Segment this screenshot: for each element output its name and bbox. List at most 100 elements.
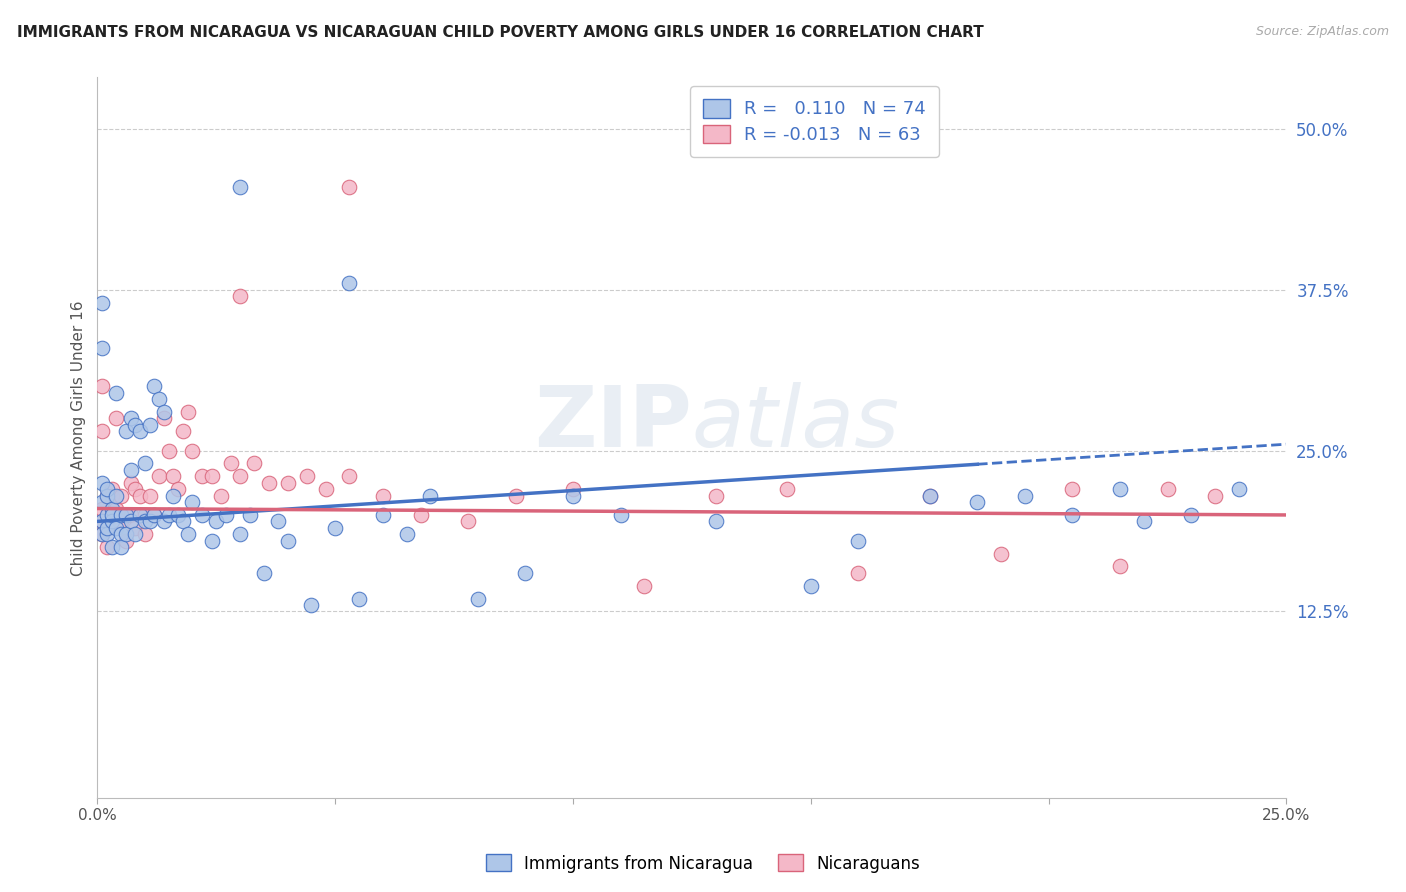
Point: [209, 489, 232, 503]
Point: [110, 489, 132, 503]
Point: [100, 515, 122, 529]
Point: [277, 475, 299, 490]
Point: [120, 515, 142, 529]
Point: [848, 533, 870, 548]
Point: [1109, 559, 1132, 574]
Point: [205, 515, 228, 529]
Point: [105, 501, 128, 516]
Point: [181, 443, 204, 458]
Point: [157, 443, 180, 458]
Point: [91, 379, 114, 393]
Point: [148, 392, 170, 406]
Point: [143, 508, 166, 522]
Point: [110, 527, 132, 541]
Y-axis label: Child Poverty Among Girls Under 16: Child Poverty Among Girls Under 16: [72, 300, 86, 575]
Point: [918, 489, 941, 503]
Point: [1204, 489, 1226, 503]
Point: [339, 277, 361, 291]
Point: [134, 508, 156, 522]
Point: [200, 533, 222, 548]
Legend: R =   0.110   N = 74, R = -0.013   N = 63: R = 0.110 N = 74, R = -0.013 N = 63: [690, 87, 939, 157]
Point: [229, 527, 252, 541]
Point: [105, 489, 128, 503]
Text: atlas: atlas: [692, 382, 900, 465]
Point: [105, 521, 128, 535]
Point: [191, 469, 214, 483]
Point: [848, 566, 870, 580]
Point: [134, 515, 156, 529]
Point: [1227, 482, 1250, 496]
Point: [120, 411, 142, 425]
Point: [100, 489, 122, 503]
Point: [115, 425, 138, 439]
Point: [138, 417, 160, 432]
Point: [1014, 489, 1036, 503]
Point: [138, 489, 160, 503]
Point: [219, 457, 242, 471]
Point: [409, 508, 432, 522]
Point: [776, 482, 799, 496]
Point: [347, 591, 370, 606]
Point: [143, 379, 166, 393]
Point: [267, 515, 290, 529]
Point: [371, 489, 394, 503]
Point: [105, 385, 128, 400]
Point: [162, 489, 184, 503]
Point: [100, 501, 122, 516]
Point: [91, 425, 114, 439]
Point: [96, 540, 118, 554]
Legend: Immigrants from Nicaragua, Nicaraguans: Immigrants from Nicaragua, Nicaraguans: [479, 847, 927, 880]
Point: [91, 295, 114, 310]
Point: [1062, 482, 1084, 496]
Point: [277, 533, 299, 548]
Point: [143, 508, 166, 522]
Point: [323, 521, 346, 535]
Point: [467, 591, 489, 606]
Point: [1062, 508, 1084, 522]
Text: Source: ZipAtlas.com: Source: ZipAtlas.com: [1256, 25, 1389, 38]
Point: [100, 482, 122, 496]
Point: [704, 515, 727, 529]
Point: [339, 179, 361, 194]
Point: [129, 508, 152, 522]
Point: [229, 289, 252, 303]
Point: [191, 508, 214, 522]
Point: [115, 533, 138, 548]
Point: [315, 482, 337, 496]
Point: [96, 508, 118, 522]
Point: [96, 527, 118, 541]
Point: [505, 489, 527, 503]
Point: [177, 405, 200, 419]
Point: [704, 489, 727, 503]
Point: [124, 417, 146, 432]
Point: [91, 515, 114, 529]
Point: [562, 489, 585, 503]
Point: [167, 482, 190, 496]
Point: [177, 527, 200, 541]
Point: [115, 508, 138, 522]
Point: [419, 489, 441, 503]
Point: [134, 457, 156, 471]
Point: [153, 515, 176, 529]
Point: [215, 508, 238, 522]
Point: [257, 475, 280, 490]
Point: [339, 469, 361, 483]
Text: ZIP: ZIP: [534, 382, 692, 465]
Point: [96, 521, 118, 535]
Point: [138, 515, 160, 529]
Point: [115, 527, 138, 541]
Point: [172, 515, 194, 529]
Point: [253, 566, 276, 580]
Point: [96, 489, 118, 503]
Point: [966, 495, 988, 509]
Point: [1156, 482, 1178, 496]
Point: [457, 515, 479, 529]
Point: [91, 341, 114, 355]
Point: [153, 405, 176, 419]
Point: [134, 527, 156, 541]
Point: [371, 508, 394, 522]
Point: [91, 527, 114, 541]
Point: [120, 508, 142, 522]
Point: [100, 540, 122, 554]
Point: [110, 515, 132, 529]
